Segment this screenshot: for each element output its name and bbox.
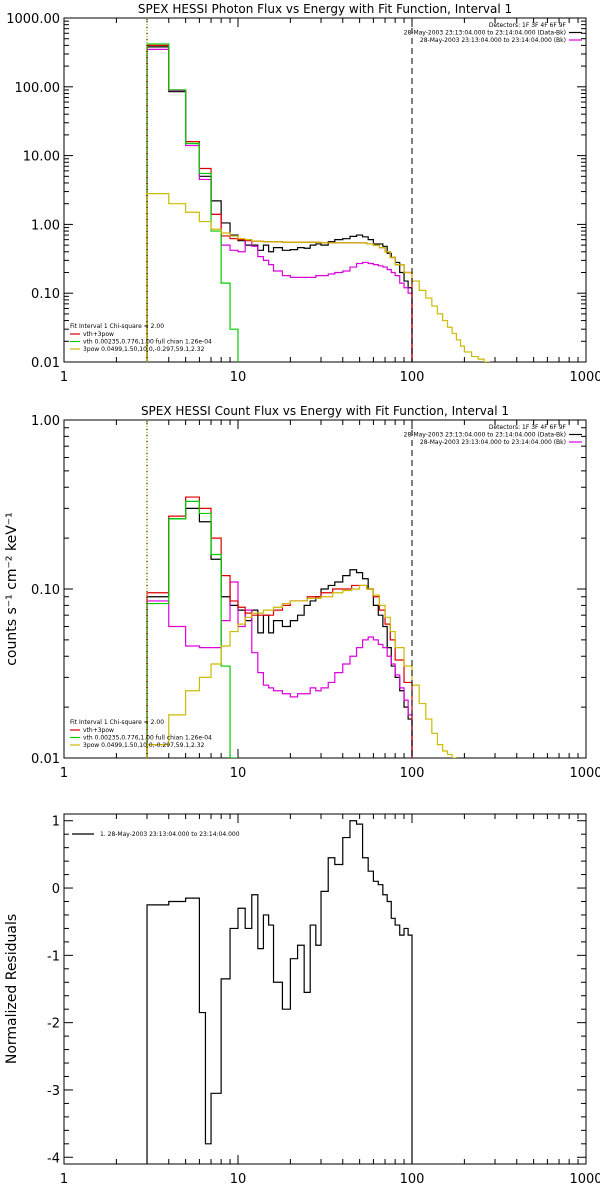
series-line-2-2 — [146, 581, 413, 758]
header-line-2: 28-May-2003 23:13:04.000 to 23:14:04.000… — [420, 439, 566, 446]
y-tick-label-2: 0.01 — [31, 752, 60, 767]
legend-label-3: 1. 28-May-2003 23:13:04.000 to 23:14:04.… — [100, 831, 240, 838]
series-line-1-3 — [146, 44, 413, 362]
series-line-2-3 — [146, 496, 413, 758]
fit-legend-label-2: vth+3pow — [83, 727, 114, 734]
y-tick-label-1: 1.00 — [31, 218, 60, 233]
y-tick-label-1: 100.00 — [15, 81, 61, 96]
plot-3-ylabel: Normalized Residuals — [4, 914, 20, 1064]
fit-legend-label-1: vth+3pow — [83, 331, 114, 338]
plot-3-frame — [63, 813, 587, 1165]
y-tick-label-3: -4 — [47, 1151, 60, 1166]
x-tick-label-2: 1 — [60, 766, 68, 781]
y-tick-label-3: 1 — [52, 815, 60, 830]
fit-legend-label-2: vth 0.00235,0.776,1.00 full chian 1.26e-… — [83, 735, 212, 742]
y-tick-label-3: -3 — [47, 1084, 60, 1099]
y-tick-label-1: 0.10 — [31, 287, 60, 302]
series-line-1-2 — [146, 48, 413, 362]
x-tick-label-1: 1000 — [569, 370, 600, 385]
header-line-2: 28-May-2003 23:13:04.000 to 23:14:04.000… — [404, 432, 566, 439]
header-line-1: Detectors: 1F 3F 4F 6F 9F — [489, 22, 567, 29]
fit-legend-title-1: Fit Interval 1 Chi-square = 2.00 — [70, 323, 164, 330]
header-line-2: Detectors: 1F 3F 4F 6F 9F — [489, 424, 567, 431]
x-tick-label-2: 1000 — [569, 766, 600, 781]
plot-2-series-group — [146, 496, 457, 758]
y-tick-label-2: 1.00 — [31, 414, 60, 429]
series-line-2-4 — [146, 500, 238, 758]
plot-2-ylabel: counts s⁻¹ cm⁻² keV⁻¹ — [4, 512, 20, 666]
plot-3-series-group — [146, 820, 413, 1164]
y-tick-label-3: 0 — [52, 882, 60, 897]
plot-1-frame — [63, 17, 587, 363]
plot-1-series-group — [146, 43, 490, 362]
x-tick-label-1: 100 — [400, 370, 425, 385]
fit-legend-title-2: Fit Interval 1 Chi-square = 2.00 — [70, 719, 164, 726]
series-line-3-1 — [146, 820, 413, 1164]
x-tick-label-1: 1 — [60, 370, 68, 385]
series-line-1-4 — [146, 43, 239, 362]
fit-legend-label-1: 3pow 0.0499,1.50,10.0,-0.297,59.1,2.32 — [83, 346, 205, 353]
fit-legend-label-2: 3pow 0.0499,1.50,10.0,-0.297,59.1,2.32 — [83, 742, 205, 749]
x-tick-label-1: 10 — [230, 370, 247, 385]
x-tick-label-3: 1 — [60, 1172, 68, 1187]
plot-2-title: SPEX HESSI Count Flux vs Energy with Fit… — [141, 404, 509, 418]
plot-1-title: SPEX HESSI Photon Flux vs Energy with Fi… — [138, 2, 512, 16]
x-tick-label-3: 10 — [230, 1172, 247, 1187]
x-tick-label-2: 10 — [230, 766, 247, 781]
x-tick-label-3: 100 — [400, 1172, 425, 1187]
x-tick-label-2: 100 — [400, 766, 425, 781]
series-line-1-1 — [146, 46, 413, 362]
y-tick-label-1: 1000.00 — [6, 12, 60, 27]
y-tick-label-1: 0.01 — [31, 356, 60, 371]
y-tick-label-1: 10.00 — [23, 150, 60, 165]
series-line-2-1 — [146, 507, 413, 758]
series-line-1-5 — [146, 193, 490, 362]
y-tick-label-2: 0.10 — [31, 583, 60, 598]
x-tick-label-3: 1000 — [569, 1172, 600, 1187]
y-tick-label-3: -1 — [47, 949, 60, 964]
y-tick-label-3: -2 — [47, 1017, 60, 1032]
header-line-1: 28-May-2003 23:13:04.000 to 23:14:04.000… — [404, 30, 566, 37]
series-line-2-5 — [146, 584, 457, 758]
header-line-1: 28-May-2003 23:13:04.000 to 23:14:04.000… — [420, 37, 566, 44]
fit-legend-label-1: vth 0.00235,0.776,1.00 full chian 1.26e-… — [83, 339, 212, 346]
